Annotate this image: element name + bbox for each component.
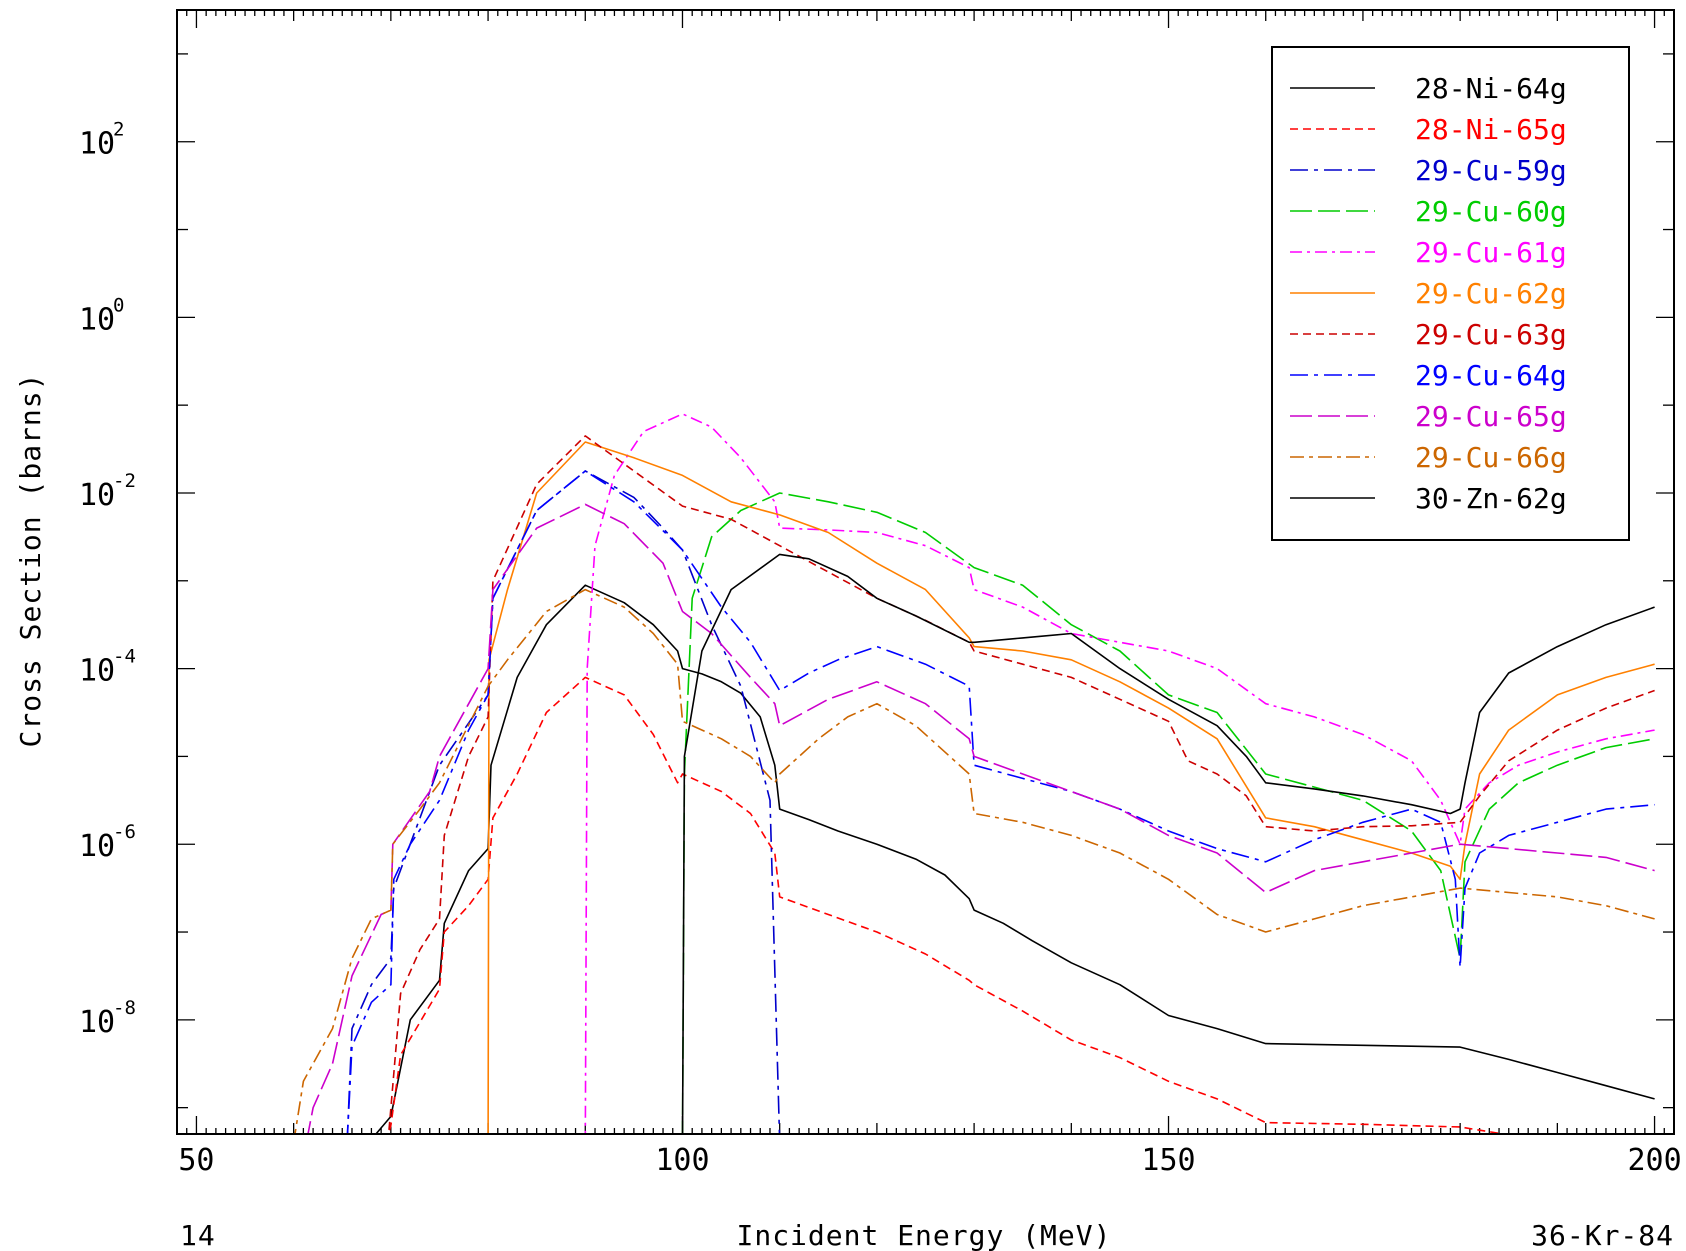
legend-label: 28-Ni-64g (1415, 72, 1567, 105)
x-tick-label: 100 (655, 1143, 709, 1178)
series-line-28-Ni-64g (374, 584, 1655, 1134)
legend-label: 29-Cu-60g (1415, 195, 1567, 228)
legend-label: 29-Cu-62g (1415, 277, 1567, 310)
series-line-29-Cu-63g (387, 435, 1655, 1134)
y-tick-label-base: 10 (79, 302, 115, 337)
legend-label: 29-Cu-66g (1415, 441, 1567, 474)
plot-frame (176, 9, 1675, 1135)
series-line-28-Ni-65g (387, 676, 1509, 1134)
y-tick-label-base: 10 (79, 829, 115, 864)
series-line-29-Cu-65g (307, 503, 1655, 1134)
x-axis-title: Incident Energy (MeV) (736, 1219, 1111, 1251)
series-line-29-Cu-62g (487, 441, 1655, 1134)
corner-label-right: 36-Kr-84 (1531, 1219, 1674, 1251)
y-tick-label-base: 10 (79, 1005, 115, 1040)
y-tick-label-exponent: -2 (113, 470, 136, 492)
y-tick-label-base: 10 (79, 654, 115, 689)
series-line-29-Cu-59g (346, 470, 781, 1134)
legend-label: 29-Cu-64g (1415, 359, 1567, 392)
x-tick-label: 200 (1627, 1143, 1681, 1178)
legend-label: 29-Cu-61g (1415, 236, 1567, 269)
y-axis-title: Cross Section (barns) (14, 372, 47, 747)
legend-label: 29-Cu-65g (1415, 400, 1567, 433)
legend-label: 29-Cu-59g (1415, 154, 1567, 187)
series-line-29-Cu-64g (346, 470, 1655, 1134)
legend: 28-Ni-64g 28-Ni-65g 29-Cu-59g 29-Cu-60g 29-C… (1271, 46, 1630, 541)
series-line-29-Cu-61g (584, 413, 1655, 1134)
y-tick-label-exponent: -4 (113, 646, 136, 668)
series-line-30-Zn-62g (681, 553, 1655, 1134)
corner-label-left: 14 (180, 1219, 216, 1251)
y-tick-label-exponent: 2 (113, 119, 124, 141)
series-line-29-Cu-60g (681, 492, 1655, 1134)
legend-label: 28-Ni-65g (1415, 113, 1567, 146)
legend-label: 30-Zn-62g (1415, 482, 1567, 515)
legend-label: 29-Cu-63g (1415, 318, 1567, 351)
y-tick-label-exponent: -8 (113, 997, 136, 1019)
x-tick-labels: 50 100 150 200 (178, 1143, 1681, 1178)
y-tick-label-exponent: -6 (113, 821, 136, 843)
y-tick-label-base: 10 (79, 127, 115, 162)
series-line-29-Cu-66g (294, 588, 1655, 1134)
y-tick-label-exponent: 0 (113, 294, 124, 316)
x-tick-label: 150 (1141, 1143, 1195, 1178)
y-tick-label-base: 10 (79, 478, 115, 513)
x-tick-label: 50 (178, 1143, 214, 1178)
series-lines (294, 413, 1655, 1134)
